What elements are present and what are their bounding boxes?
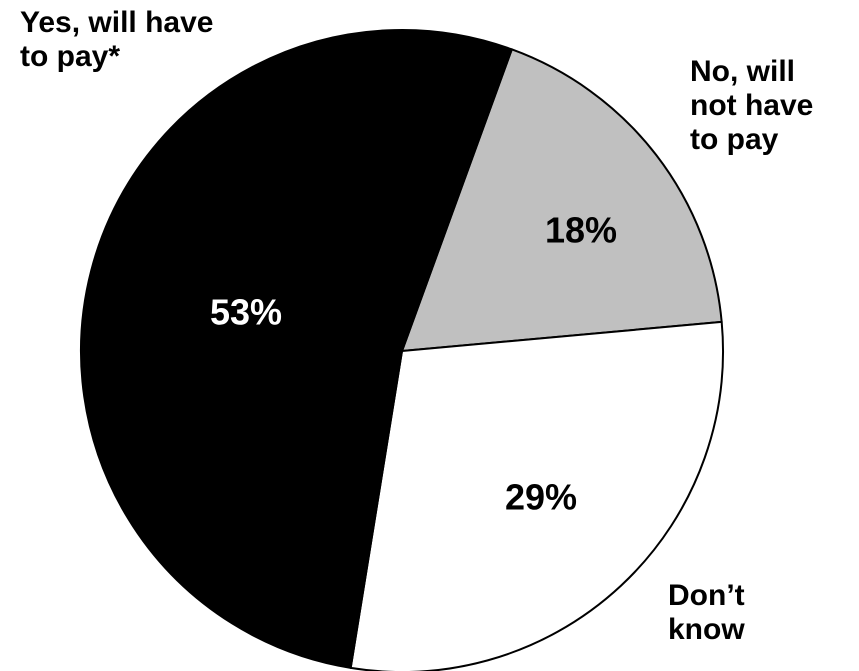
slice-label-line: to pay*: [20, 40, 121, 73]
slice-label-no-will-not-have-to-pay: No, will not have to pay: [690, 55, 813, 157]
slice-label-line: Yes, will have: [20, 6, 214, 39]
slice-label-line: know: [668, 613, 745, 646]
slice-value-label: 29%: [505, 477, 577, 518]
slice-label-line: to pay: [690, 123, 779, 156]
slice-label-dont-know: Don’t know: [668, 579, 745, 647]
slice-value-label: 53%: [210, 292, 282, 333]
pie-slice: [80, 29, 513, 669]
slice-label-line: Don’t: [668, 579, 745, 612]
pie-slice: [401, 48, 723, 352]
slice-label-line: No, will: [690, 55, 795, 88]
slice-label-yes-will-have-to-pay: Yes, will have to pay*: [20, 6, 213, 74]
slice-value-label: 18%: [545, 210, 617, 251]
slice-label-line: not have: [690, 89, 814, 122]
